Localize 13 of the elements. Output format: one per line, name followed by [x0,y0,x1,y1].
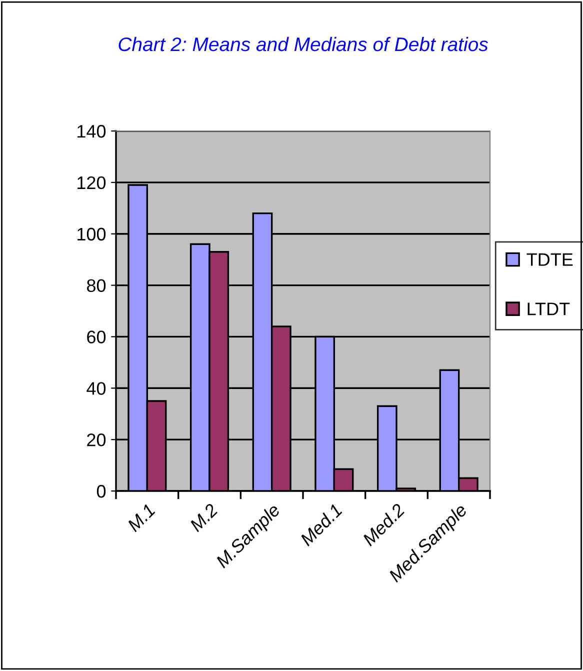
y-tick-label: 40 [86,382,106,395]
y-tick-label: 80 [86,279,106,292]
y-tick-label: 140 [78,124,106,138]
y-tick-label: 120 [78,176,106,190]
y-tick-label: 20 [87,434,106,446]
x-tick-label: M.2 [188,502,219,532]
y-tick-label: 60 [87,330,106,344]
x-tick-label: M.1 [126,504,156,532]
y-tick-label: 100 [78,228,106,241]
legend-label: TDTE [526,253,573,266]
chart-title: Chart 2: Means and Medians of Debt ratios [118,36,488,52]
y-tick-label: 0 [96,484,106,498]
legend-label: LTDT [528,302,570,316]
